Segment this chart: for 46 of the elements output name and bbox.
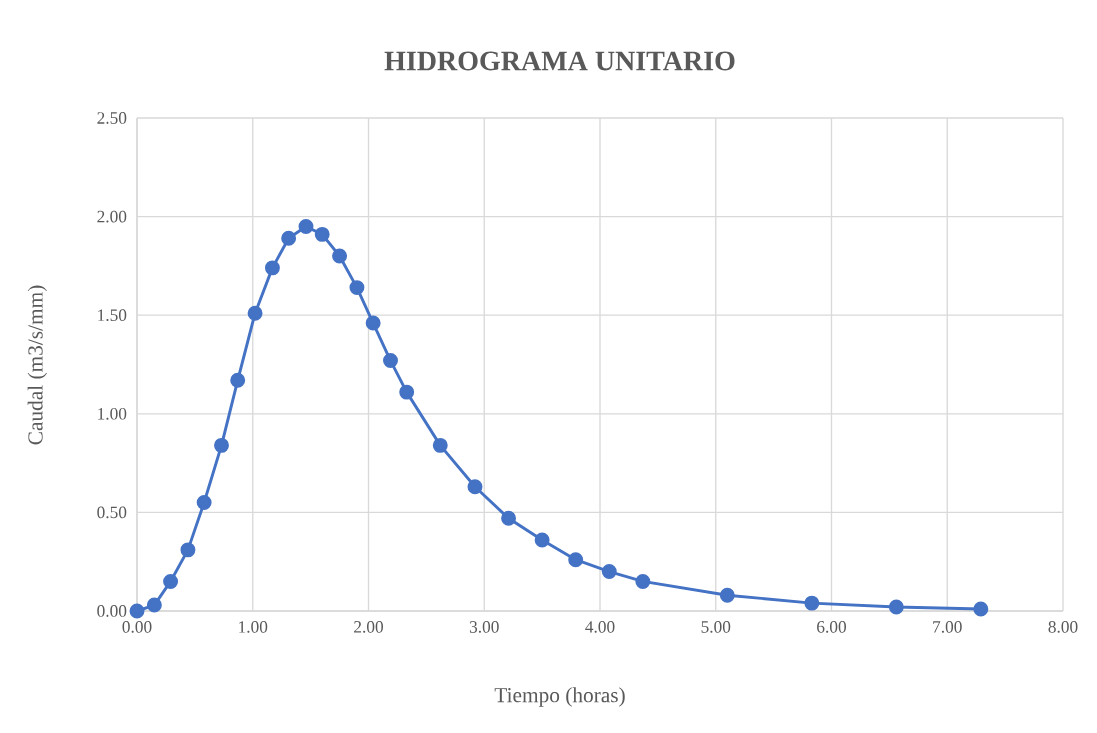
point <box>349 280 365 296</box>
point <box>399 384 415 400</box>
y-tick-label: 1.00 <box>98 407 127 420</box>
point <box>129 603 145 619</box>
point <box>501 510 517 526</box>
point <box>163 573 179 589</box>
y-axis-title: Caudal (m3/s/mm) <box>27 285 47 445</box>
y-tick-label: 1.50 <box>98 309 127 322</box>
x-axis-title: Tiempo (horas) <box>494 687 625 707</box>
y-tick-label: 2.50 <box>97 112 127 124</box>
point <box>180 542 196 558</box>
x-tick-label: 8.00 <box>1048 621 1078 633</box>
y-tick-label: 0.50 <box>97 506 127 519</box>
point <box>888 599 904 615</box>
point <box>804 595 820 611</box>
y-tick-label: 2.00 <box>97 210 127 223</box>
point <box>635 573 651 589</box>
point <box>568 552 584 568</box>
point <box>973 601 989 617</box>
x-tick-label: 2.00 <box>354 621 384 633</box>
x-tick-label: 7.00 <box>933 621 962 633</box>
point <box>281 230 297 246</box>
point <box>314 226 330 242</box>
x-tick-label: 4.00 <box>585 621 615 633</box>
point <box>196 495 212 511</box>
x-tick-label: 1.00 <box>239 621 268 633</box>
point <box>332 248 348 264</box>
point <box>365 315 381 331</box>
point <box>214 437 229 453</box>
x-tick-label: 3.00 <box>469 621 499 633</box>
point <box>719 587 735 603</box>
x-tick-label: 6.00 <box>817 621 847 633</box>
point <box>230 372 246 388</box>
point <box>432 437 448 453</box>
point <box>298 218 314 234</box>
point <box>534 532 550 548</box>
point <box>467 479 483 495</box>
y-tick-label: 0.00 <box>97 605 127 617</box>
chart-title: HIDROGRAMA UNITARIO <box>384 51 735 71</box>
point <box>601 564 617 580</box>
point <box>247 305 263 321</box>
point <box>264 260 280 276</box>
x-tick-label: 5.00 <box>701 621 731 633</box>
point <box>146 597 162 613</box>
point <box>383 353 398 369</box>
x-tick-label: 0.00 <box>122 621 152 633</box>
